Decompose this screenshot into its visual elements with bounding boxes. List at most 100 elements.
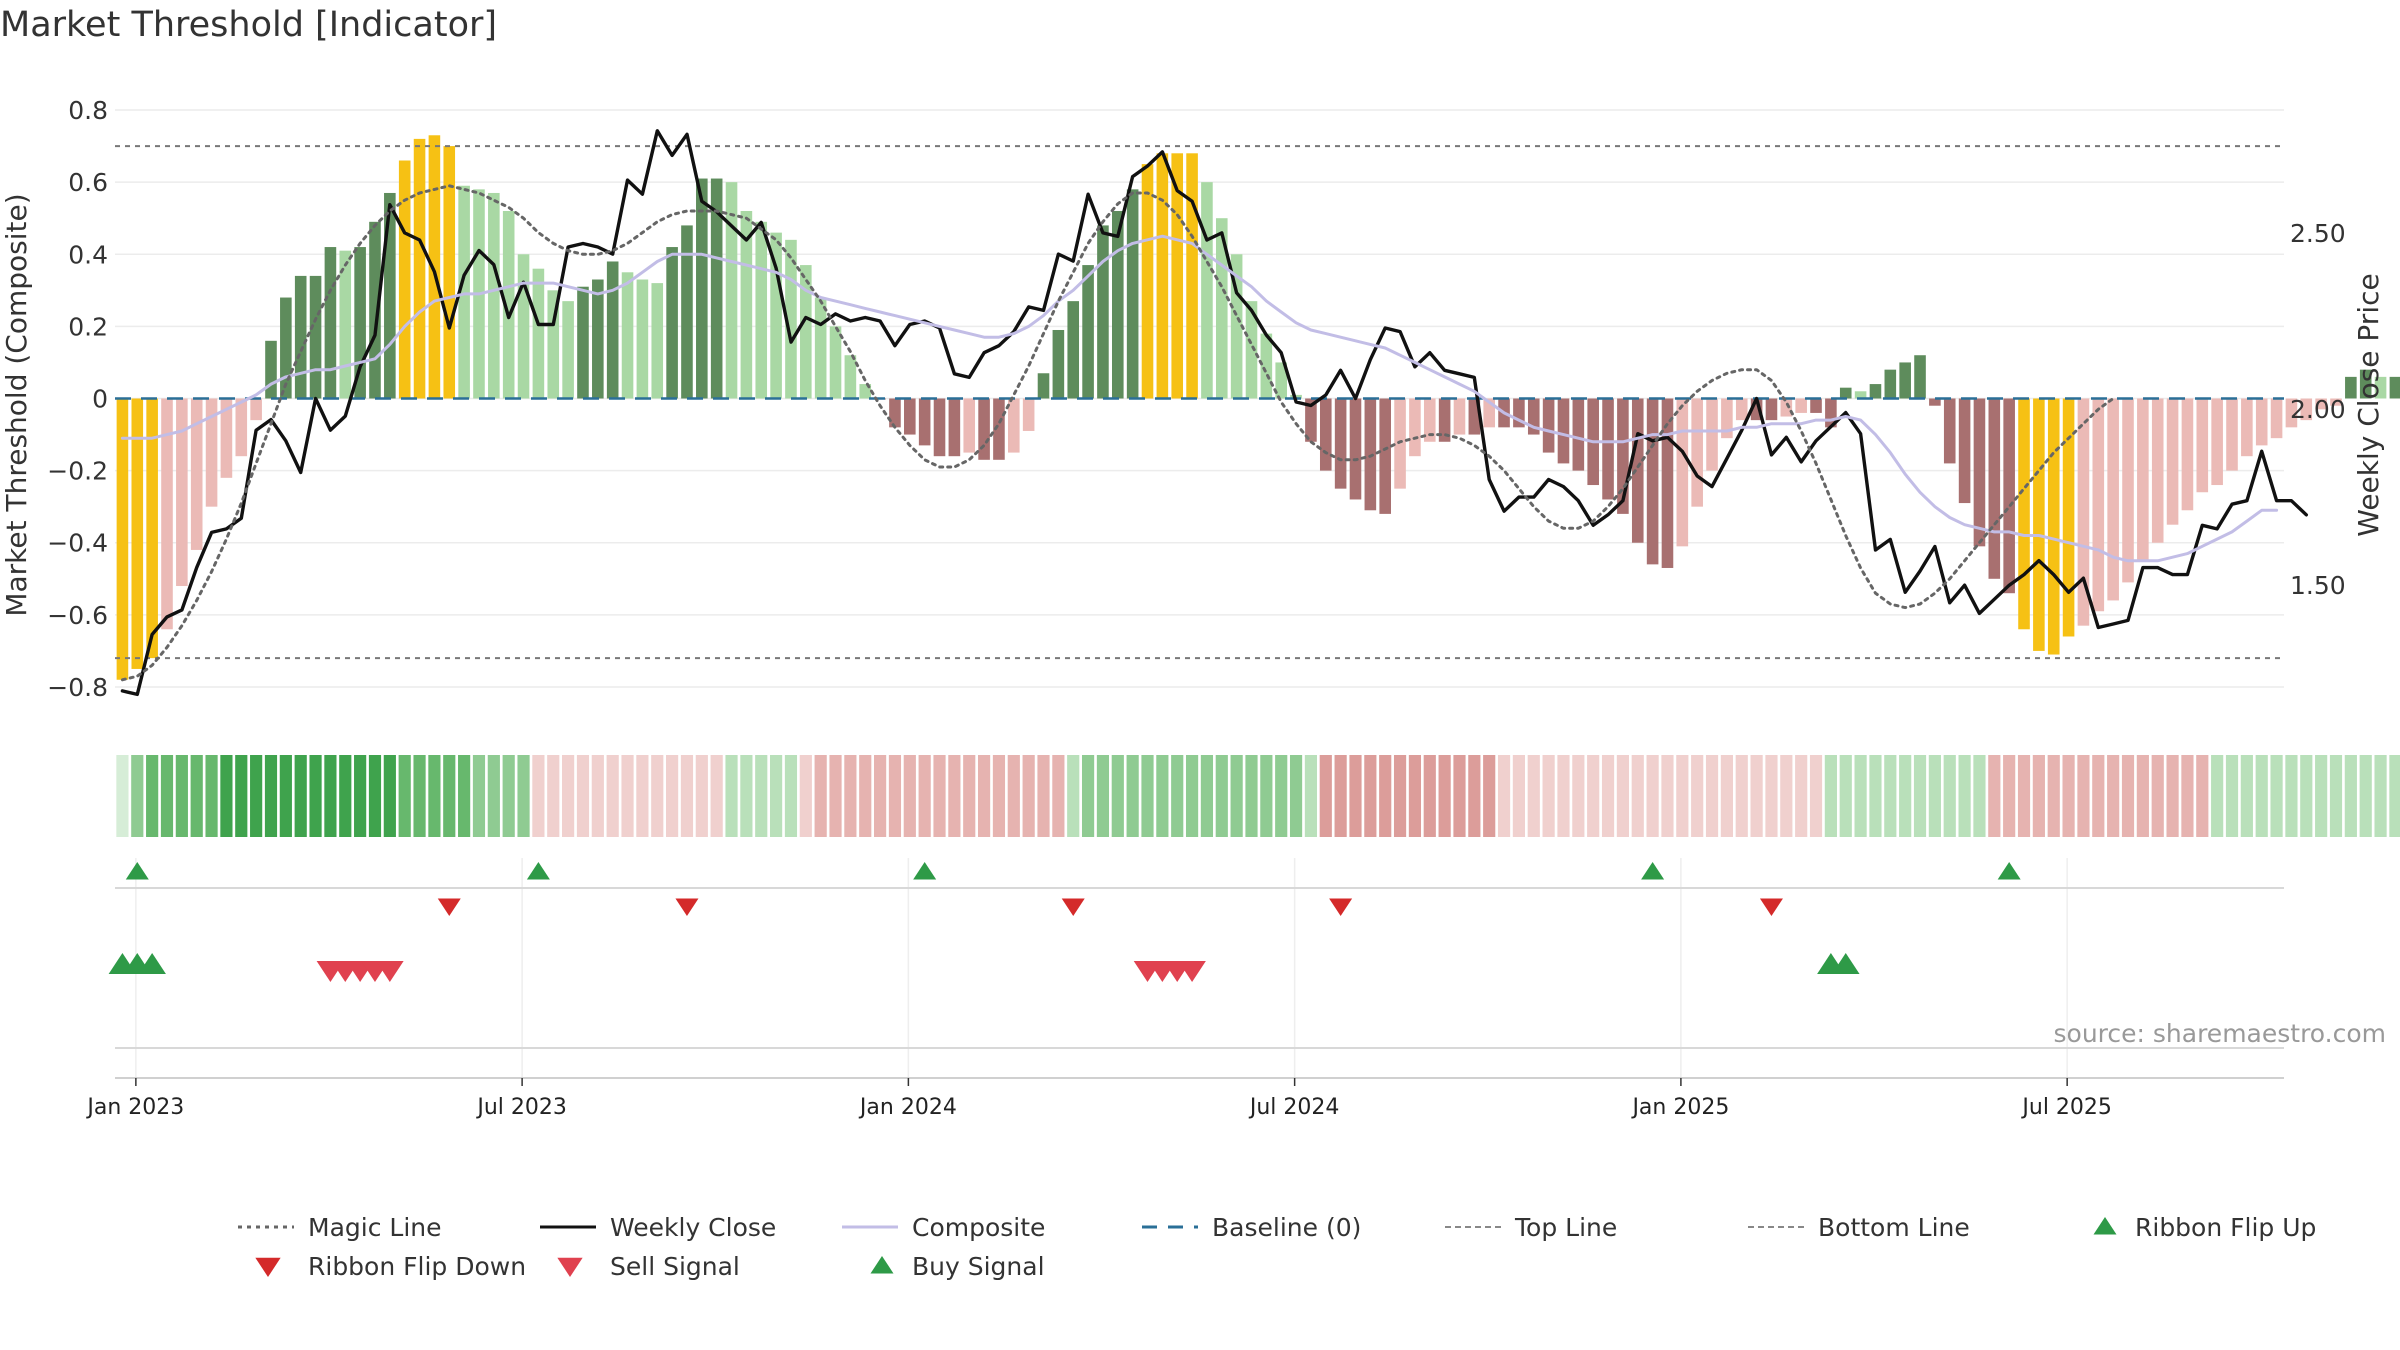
composite-bar	[829, 326, 842, 399]
y2-axis-ticks: 2.50 2.00 1.50	[2290, 219, 2346, 600]
legend-item: Ribbon Flip Down	[255, 1252, 526, 1281]
composite-bar	[577, 286, 589, 399]
legend-label: Ribbon Flip Down	[308, 1252, 526, 1281]
composite-bar	[2033, 398, 2045, 651]
ribbon-cell	[2151, 755, 2164, 837]
ribbon-cell	[918, 755, 931, 837]
ribbon-cell	[859, 755, 872, 837]
ribbon-cell	[799, 755, 812, 837]
ribbon-cell	[1676, 755, 1689, 837]
ribbon-cell	[2181, 755, 2194, 837]
ribbon-cell	[1438, 755, 1451, 837]
source-credit: source: sharemaestro.com	[2054, 1019, 2387, 1048]
ribbon-cell	[1007, 755, 1020, 837]
composite-bar	[2077, 398, 2090, 626]
composite-bar	[1230, 254, 1243, 399]
composite-bar	[1780, 398, 1793, 417]
y-tick-label: −0.8	[47, 673, 108, 702]
composite-bar	[116, 398, 129, 680]
composite-bar	[1557, 398, 1570, 464]
ribbon-cell	[398, 755, 411, 837]
ribbon-cell	[1750, 755, 1763, 837]
ribbon-cell	[1200, 755, 1214, 837]
composite-bar	[1869, 384, 1882, 399]
composite-bar	[2226, 398, 2238, 471]
composite-bar	[384, 192, 396, 399]
composite-bar	[413, 138, 426, 399]
ribbon-cell	[1913, 755, 1927, 837]
composite-bar	[1527, 398, 1540, 435]
ribbon-cell	[2062, 755, 2075, 837]
ribbon-cell	[532, 755, 545, 837]
composite-bar	[339, 250, 352, 399]
ribbon-cell	[755, 755, 768, 837]
ribbon-cell	[2136, 755, 2149, 837]
ribbon-cell	[1601, 755, 1615, 837]
composite-bar	[636, 279, 649, 399]
composite-bar	[398, 160, 411, 399]
composite-bar	[1305, 398, 1317, 442]
composite-bar	[1423, 398, 1436, 442]
composite-bar	[1884, 369, 1897, 399]
composite-bar	[1483, 398, 1495, 428]
composite-bar	[1542, 398, 1555, 453]
y2-tick-label: 2.00	[2290, 395, 2346, 424]
composite-bar	[428, 135, 441, 399]
buy-signal-marker	[138, 953, 166, 974]
ribbon-cell	[933, 755, 946, 837]
ribbon-cell	[1958, 755, 1971, 837]
composite-bar	[1735, 398, 1748, 421]
ribbon-cell	[1616, 755, 1629, 837]
composite-bar	[369, 221, 381, 399]
composite-bar	[2345, 376, 2357, 399]
composite-bar	[1215, 218, 1228, 399]
composite-bar	[2018, 398, 2030, 630]
ribbon-flip-up-marker	[913, 862, 937, 880]
ribbon-cell	[710, 755, 723, 837]
ribbon-cell	[160, 755, 174, 837]
guide-lines	[115, 145, 2284, 660]
composite-bar	[294, 275, 307, 399]
ribbon-cell	[502, 755, 515, 837]
composite-bar	[2003, 398, 2015, 594]
ribbon-cell	[963, 755, 976, 837]
composite-bar	[1721, 398, 1733, 439]
ribbon-cell	[1230, 755, 1243, 837]
composite-bar	[458, 185, 470, 399]
legend-item: Top Line	[1445, 1213, 1617, 1242]
ribbon-cell	[2300, 755, 2313, 837]
composite-bar	[963, 398, 976, 453]
composite-bar	[1973, 398, 1986, 547]
ribbon-cell	[1973, 755, 1986, 837]
composite-bar	[309, 275, 322, 399]
composite-bar	[1468, 398, 1481, 435]
ribbon-cell	[695, 755, 708, 837]
composite-bar	[2092, 398, 2105, 612]
composite-bar	[1141, 164, 1154, 399]
ribbon-cell	[1393, 755, 1407, 837]
ribbon-cell	[1943, 755, 1956, 837]
composite-bar	[1943, 398, 1956, 464]
ribbon-cell	[1319, 755, 1332, 837]
series-lines	[120, 129, 2309, 697]
ribbon-cell	[1289, 755, 1303, 837]
ribbon-cell	[2166, 755, 2179, 837]
composite-bar	[1409, 398, 1421, 457]
composite-bar	[502, 210, 515, 399]
legend-label: Baseline (0)	[1212, 1213, 1361, 1242]
composite-bar	[488, 192, 500, 399]
ribbon-cell	[472, 755, 486, 837]
composite-bar	[725, 182, 738, 399]
composite-bar	[666, 247, 678, 399]
composite-bar	[918, 398, 931, 446]
ribbon-flip-down-marker	[437, 898, 461, 916]
composite-bar	[131, 398, 144, 669]
ribbon-cell	[1141, 755, 1154, 837]
composite-bar	[235, 398, 248, 457]
composite-bar	[1008, 398, 1020, 453]
composite-bar	[205, 398, 218, 507]
ribbon-cell	[1067, 755, 1080, 837]
ribbon-cell	[1809, 755, 1823, 837]
ribbon-cell	[190, 755, 203, 837]
ribbon-cell	[368, 755, 382, 837]
